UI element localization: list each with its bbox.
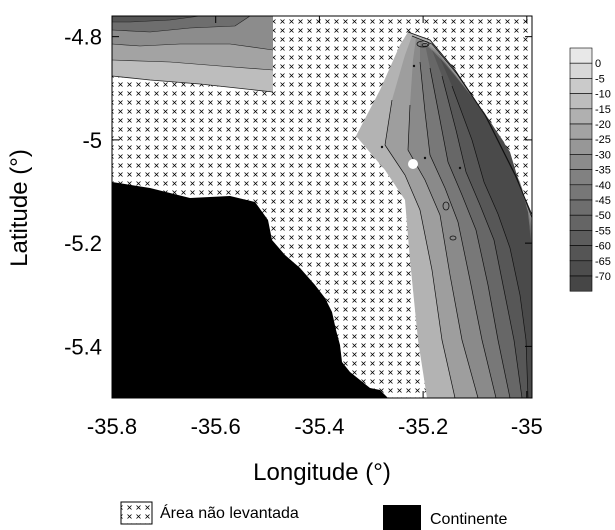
x-tick-label: -35.6	[191, 414, 241, 439]
colorbar-swatch	[569, 230, 593, 246]
y-axis-label: Latitude (°)	[6, 149, 33, 267]
y-tick-label: -5.2	[64, 231, 102, 256]
legend: Área não levantada Continente	[120, 501, 507, 530]
colorbar-label: -60	[595, 241, 611, 253]
depth-colorbar: 0 -5 -10 -15 -20 -25 -30 -35 -40 -45 -50 -55 -60 -65 -…	[569, 47, 611, 292]
colorbar-label: -40	[595, 180, 611, 192]
colorbar-label: -55	[595, 225, 611, 237]
colorbar-label: -10	[595, 89, 611, 101]
legend-continent-label: Continente	[430, 511, 507, 528]
location-marker	[408, 159, 418, 169]
colorbar-swatch	[569, 47, 593, 64]
x-tick-label: -35	[511, 414, 543, 439]
colorbar-swatch	[569, 123, 593, 140]
legend-unsurveyed-swatch	[121, 502, 152, 524]
colorbar-label: -15	[595, 104, 611, 116]
colorbar-label: -45	[595, 195, 611, 207]
colorbar-label: -5	[595, 73, 605, 85]
colorbar-swatch	[569, 275, 593, 292]
colorbar-label: -25	[595, 134, 611, 146]
colorbar-label: -30	[595, 149, 611, 161]
x-tick-label: -35.4	[294, 414, 344, 439]
colorbar-swatch	[569, 260, 593, 277]
legend-unsurveyed-label: Área não levantada	[160, 503, 299, 522]
colorbar-swatch	[569, 184, 593, 201]
legend-continent-swatch	[383, 505, 421, 530]
y-axis: -4.8 -5 -5.2 -5.4	[64, 25, 532, 359]
continent-landmass	[112, 182, 388, 398]
colorbar-swatch	[569, 62, 593, 79]
colorbar-swatch	[569, 154, 593, 170]
x-axis-label: Longitude (°)	[253, 459, 391, 486]
colorbar-swatch	[569, 93, 593, 110]
map-plot-area	[112, 16, 532, 398]
bathymetry-northwest	[112, 16, 274, 93]
colorbar-label: -20	[595, 119, 611, 131]
colorbar-label: -50	[595, 210, 611, 222]
colorbar-swatch	[569, 199, 593, 216]
x-tick-label: -35.8	[87, 414, 137, 439]
colorbar-label: -70	[595, 271, 611, 283]
bathymetry-east	[356, 31, 532, 398]
x-tick-label: -35.2	[398, 414, 448, 439]
colorbar-label: -65	[595, 256, 611, 268]
y-tick-label: -5	[82, 128, 102, 153]
colorbar-label: -35	[595, 165, 611, 177]
colorbar-swatch	[569, 138, 593, 155]
y-tick-label: -4.8	[64, 25, 102, 50]
plot-frame	[111, 15, 533, 399]
colorbar-swatch	[569, 78, 593, 94]
x-axis: -35.8 -35.6 -35.4 -35.2 -35	[87, 16, 543, 439]
colorbar-swatch	[569, 245, 593, 262]
colorbar-label: 0	[595, 58, 601, 70]
colorbar-swatch	[569, 108, 593, 125]
y-tick-label: -5.4	[64, 334, 102, 359]
colorbar-swatch	[569, 214, 593, 231]
colorbar-swatch	[569, 169, 593, 186]
